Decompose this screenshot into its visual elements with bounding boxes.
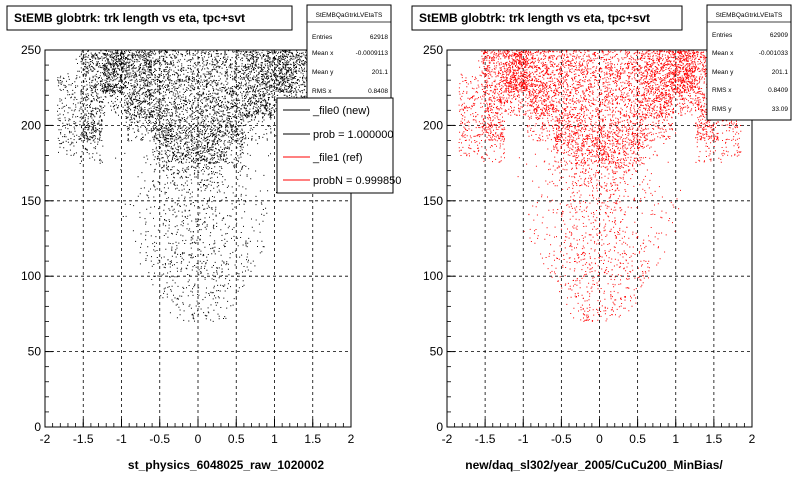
y-tick-label: 250 — [21, 43, 41, 57]
legend-entry-probn: probN = 0.999850 — [313, 175, 401, 187]
right-stats-entries-label: Entries — [712, 32, 733, 39]
y-tick-label: 200 — [21, 118, 41, 132]
x-tick-label: 1.5 — [706, 432, 723, 446]
left-chart-title: StEMB globtrk: trk length vs eta, tpc+sv… — [14, 11, 245, 25]
x-tick-label: 0.5 — [228, 432, 245, 446]
left-stats-rmsx-value: 0.8408 — [368, 88, 388, 95]
y-tick-label: 100 — [21, 269, 41, 283]
left-title-box — [6, 5, 293, 31]
left-y-tick-labels: 0 50 100 150 200 250 — [21, 43, 41, 434]
x-tick-label: 1.5 — [304, 432, 321, 446]
x-tick-label: -1.5 — [73, 432, 94, 446]
right-axis-ticks — [446, 49, 753, 428]
x-tick-label: 0 — [195, 432, 202, 446]
x-tick-label: -1 — [116, 432, 127, 446]
right-stats-rmsy-label: RMS y — [712, 106, 732, 113]
left-stats-name: StEMBQaGtrkLVEtaTS — [316, 12, 383, 19]
legend-entry-file1: _file1 (ref) — [312, 152, 363, 164]
right-title-box — [411, 5, 683, 31]
right-stats-meanx-value: -0.001033 — [759, 50, 789, 57]
left-stats-meany-label: Mean y — [312, 69, 334, 76]
right-stats-meany-value: 201.1 — [772, 69, 789, 76]
right-stats-entries-value: 62909 — [770, 32, 788, 39]
y-tick-label: 150 — [423, 194, 443, 208]
y-tick-label: 150 — [21, 194, 41, 208]
x-tick-label: 1 — [672, 432, 679, 446]
right-stats-name: StEMBQaGtrkLVEtaTS — [716, 12, 783, 19]
x-tick-label: 2 — [749, 432, 756, 446]
y-tick-label: 200 — [423, 118, 443, 132]
left-stats-meanx-value: -0.0009113 — [356, 50, 389, 57]
left-x-axis-label: st_physics_6048025_raw_1020002 — [128, 458, 324, 472]
y-tick-label: 100 — [423, 269, 443, 283]
left-panel: -2 -1.5 -1 -0.5 0 0.5 1 1.5 2 0 50 100 150 200 250 St… — [6, 4, 401, 472]
legend-entry-file0: _file0 (new) — [312, 105, 370, 117]
right-stats-meanx-label: Mean x — [712, 50, 734, 57]
y-tick-label: 0 — [436, 420, 443, 434]
x-tick-label: -2 — [40, 432, 51, 446]
x-tick-label: 0.5 — [629, 432, 646, 446]
left-stats-rmsx-label: RMS x — [312, 88, 332, 95]
left-stats-entries-label: Entries — [312, 34, 333, 41]
right-x-tick-labels: -2 -1.5 -1 -0.5 0 0.5 1 1.5 2 — [442, 432, 756, 446]
y-tick-label: 50 — [430, 345, 444, 359]
right-stats-rmsx-value: 0.8409 — [768, 87, 788, 94]
left-stats-meany-value: 201.1 — [372, 69, 389, 76]
legend-box — [276, 97, 394, 194]
x-tick-label: -0.5 — [551, 432, 572, 446]
y-tick-label: 0 — [34, 420, 41, 434]
x-tick-label: -1 — [518, 432, 529, 446]
legend: _file0 (new) prob = 1.000000 _file1 (ref… — [276, 97, 401, 194]
right-grid — [447, 50, 752, 427]
left-stats-meanx-label: Mean x — [312, 50, 334, 57]
right-scatter-points — [458, 50, 742, 322]
right-y-tick-labels: 0 50 100 150 200 250 — [423, 43, 443, 434]
x-tick-label: -0.5 — [149, 432, 170, 446]
x-tick-label: -1.5 — [475, 432, 496, 446]
right-stats-rmsy-value: 33.09 — [772, 106, 789, 113]
right-panel: -2 -1.5 -1 -0.5 0 0.5 1 1.5 2 0 50 100 150 200 250 St… — [411, 4, 792, 472]
right-stats-rmsx-label: RMS x — [712, 87, 732, 94]
x-tick-label: 1 — [271, 432, 278, 446]
right-x-axis-label: new/daq_sl302/year_2005/CuCu200_MinBias/ — [465, 458, 723, 472]
scatter-point-cloud — [458, 50, 742, 322]
y-tick-label: 50 — [28, 345, 42, 359]
x-tick-label: -2 — [442, 432, 453, 446]
right-stats-box — [706, 4, 792, 121]
x-tick-label: 2 — [348, 432, 355, 446]
left-stats-box — [306, 4, 392, 102]
left-stats-entries-value: 62918 — [370, 34, 388, 41]
legend-entry-prob: prob = 1.000000 — [313, 129, 393, 141]
y-tick-label: 250 — [423, 43, 443, 57]
right-stats-meany-label: Mean y — [712, 69, 734, 76]
x-tick-label: 0 — [596, 432, 603, 446]
right-chart-title: StEMB globtrk: trk length vs eta, tpc+sv… — [419, 11, 650, 25]
left-axis-ticks — [44, 49, 352, 428]
left-x-tick-labels: -2 -1.5 -1 -0.5 0 0.5 1 1.5 2 — [40, 432, 355, 446]
